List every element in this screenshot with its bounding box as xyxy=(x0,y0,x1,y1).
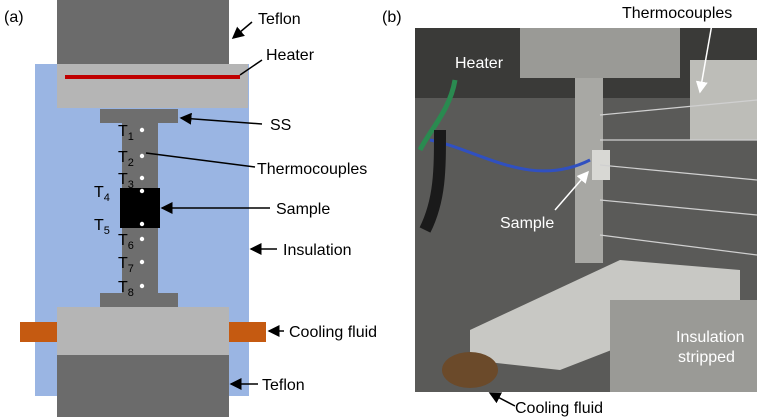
panel-label: (a) xyxy=(4,9,24,26)
ss-flange-bottom xyxy=(100,293,178,307)
annotation: Teflon xyxy=(262,377,305,394)
teflon-top xyxy=(57,0,229,65)
frame xyxy=(690,60,757,140)
label-base: T xyxy=(94,217,104,234)
label-sub: 5 xyxy=(104,225,110,237)
cooling-pipe xyxy=(229,322,266,342)
thermocouple-dot xyxy=(140,284,144,288)
label-sub: 1 xyxy=(128,131,134,143)
heater-block xyxy=(57,64,248,108)
label-sub: 6 xyxy=(128,240,134,252)
label-sub: 7 xyxy=(128,263,134,275)
label-base: T xyxy=(94,184,104,201)
label-base: T xyxy=(118,149,128,166)
thermocouple-dot xyxy=(140,128,144,132)
label-sub: 2 xyxy=(128,157,134,169)
label-sub: 8 xyxy=(128,287,134,299)
thermocouple-dot xyxy=(140,222,144,226)
label-sub: 4 xyxy=(104,192,110,204)
cooling-pipe-photo xyxy=(442,352,498,388)
annotation: stripped xyxy=(678,349,735,366)
label-base: T xyxy=(118,232,128,249)
annotation: Cooling fluid xyxy=(289,324,377,341)
label-base: T xyxy=(118,123,128,140)
thermocouple-dot xyxy=(140,237,144,241)
annotation: Teflon xyxy=(258,11,301,28)
annotation: Heater xyxy=(455,55,504,72)
sample xyxy=(120,188,160,228)
cooling-block xyxy=(57,307,229,355)
arrow xyxy=(233,22,252,38)
thermocouple-dot xyxy=(140,260,144,264)
teflon-bottom xyxy=(57,355,229,417)
annotation: Heater xyxy=(266,47,315,64)
annotation: Insulation xyxy=(676,329,745,346)
annotation: Cooling fluid xyxy=(515,400,603,417)
annotation: SS xyxy=(270,117,291,134)
cooling-pipe xyxy=(20,322,57,342)
annotation: Thermocouples xyxy=(257,161,367,178)
label-sub: 3 xyxy=(128,179,134,191)
support xyxy=(610,300,757,392)
panel-label: (b) xyxy=(382,9,402,26)
annotation: Thermocouples xyxy=(622,5,732,22)
label-base: T xyxy=(118,255,128,272)
figure: T1T2T3T4T5T6T7T8 (a) Teflon Heater SS Th… xyxy=(0,0,757,417)
thermocouple-dot xyxy=(140,176,144,180)
annotation: Sample xyxy=(276,201,330,218)
thermocouple-dot xyxy=(140,189,144,193)
arrow xyxy=(490,393,515,406)
label-base: T xyxy=(118,279,128,296)
thermocouple-dot xyxy=(140,154,144,158)
annotation: Sample xyxy=(500,215,554,232)
annotation: Insulation xyxy=(283,242,352,259)
ss-flange-top xyxy=(100,109,178,123)
label-base: T xyxy=(118,171,128,188)
heater-mount xyxy=(520,28,680,78)
